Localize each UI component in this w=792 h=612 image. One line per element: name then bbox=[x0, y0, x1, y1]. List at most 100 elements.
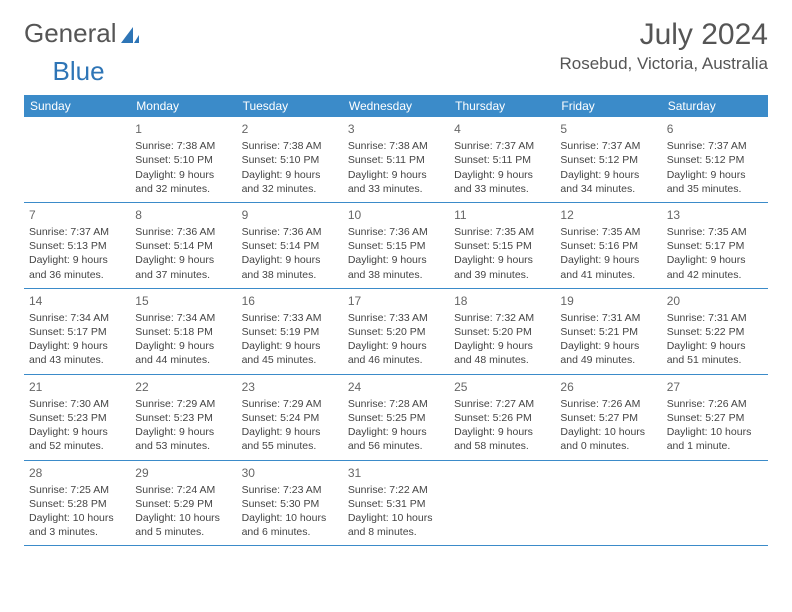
day-cell: 12Sunrise: 7:35 AMSunset: 5:16 PMDayligh… bbox=[555, 203, 661, 288]
day-cell: 24Sunrise: 7:28 AMSunset: 5:25 PMDayligh… bbox=[343, 375, 449, 460]
month-title: July 2024 bbox=[559, 18, 768, 52]
sunrise-line: Sunrise: 7:34 AM bbox=[135, 311, 231, 325]
sunrise-line: Sunrise: 7:22 AM bbox=[348, 483, 444, 497]
logo: General bbox=[24, 18, 141, 49]
sunrise-line: Sunrise: 7:29 AM bbox=[242, 397, 338, 411]
day-cell: 9Sunrise: 7:36 AMSunset: 5:14 PMDaylight… bbox=[237, 203, 343, 288]
sunset-line: Sunset: 5:17 PM bbox=[29, 325, 125, 339]
day-number: 27 bbox=[667, 379, 763, 395]
sunset-line: Sunset: 5:12 PM bbox=[667, 153, 763, 167]
day-number: 28 bbox=[29, 465, 125, 481]
daylight-line: Daylight: 10 hours and 3 minutes. bbox=[29, 511, 125, 539]
day-cell: 3Sunrise: 7:38 AMSunset: 5:11 PMDaylight… bbox=[343, 117, 449, 202]
daylight-line: Daylight: 9 hours and 45 minutes. bbox=[242, 339, 338, 367]
sunrise-line: Sunrise: 7:27 AM bbox=[454, 397, 550, 411]
day-number: 20 bbox=[667, 293, 763, 309]
day-cell bbox=[662, 461, 768, 546]
day-cell: 30Sunrise: 7:23 AMSunset: 5:30 PMDayligh… bbox=[237, 461, 343, 546]
daylight-line: Daylight: 9 hours and 32 minutes. bbox=[135, 168, 231, 196]
daylight-line: Daylight: 10 hours and 1 minute. bbox=[667, 425, 763, 453]
sunset-line: Sunset: 5:10 PM bbox=[242, 153, 338, 167]
sunset-line: Sunset: 5:27 PM bbox=[560, 411, 656, 425]
sunset-line: Sunset: 5:29 PM bbox=[135, 497, 231, 511]
daylight-line: Daylight: 9 hours and 33 minutes. bbox=[348, 168, 444, 196]
sunset-line: Sunset: 5:24 PM bbox=[242, 411, 338, 425]
day-number: 29 bbox=[135, 465, 231, 481]
day-number: 14 bbox=[29, 293, 125, 309]
day-number: 21 bbox=[29, 379, 125, 395]
day-cell: 31Sunrise: 7:22 AMSunset: 5:31 PMDayligh… bbox=[343, 461, 449, 546]
day-cell: 23Sunrise: 7:29 AMSunset: 5:24 PMDayligh… bbox=[237, 375, 343, 460]
sunset-line: Sunset: 5:18 PM bbox=[135, 325, 231, 339]
sunrise-line: Sunrise: 7:37 AM bbox=[454, 139, 550, 153]
sunrise-line: Sunrise: 7:36 AM bbox=[348, 225, 444, 239]
day-number: 17 bbox=[348, 293, 444, 309]
day-cell: 7Sunrise: 7:37 AMSunset: 5:13 PMDaylight… bbox=[24, 203, 130, 288]
week-row: 7Sunrise: 7:37 AMSunset: 5:13 PMDaylight… bbox=[24, 203, 768, 289]
sunrise-line: Sunrise: 7:37 AM bbox=[29, 225, 125, 239]
daylight-line: Daylight: 10 hours and 6 minutes. bbox=[242, 511, 338, 539]
daylight-line: Daylight: 9 hours and 38 minutes. bbox=[348, 253, 444, 281]
daylight-line: Daylight: 9 hours and 42 minutes. bbox=[667, 253, 763, 281]
day-number: 1 bbox=[135, 121, 231, 137]
day-cell: 11Sunrise: 7:35 AMSunset: 5:15 PMDayligh… bbox=[449, 203, 555, 288]
title-block: July 2024 Rosebud, Victoria, Australia bbox=[559, 18, 768, 74]
sunrise-line: Sunrise: 7:30 AM bbox=[29, 397, 125, 411]
day-number: 31 bbox=[348, 465, 444, 481]
weekday-wednesday: Wednesday bbox=[343, 95, 449, 117]
week-row: 1Sunrise: 7:38 AMSunset: 5:10 PMDaylight… bbox=[24, 117, 768, 203]
day-number: 23 bbox=[242, 379, 338, 395]
day-cell: 16Sunrise: 7:33 AMSunset: 5:19 PMDayligh… bbox=[237, 289, 343, 374]
week-row: 21 Sunrise: 7:30 AMSunset: 5:23 PM Dayligh… bbox=[24, 375, 768, 461]
daylight-line: Daylight: 10 hours and 0 minutes. bbox=[560, 425, 656, 453]
sunset-line: Sunset: 5:27 PM bbox=[667, 411, 763, 425]
sunrise-line: Sunrise: 7:36 AM bbox=[242, 225, 338, 239]
daylight-line: Daylight: 9 hours and 48 minutes. bbox=[454, 339, 550, 367]
daylight-line: Daylight: 9 hours and 37 minutes. bbox=[135, 253, 231, 281]
day-cell: 15 Sunrise: 7:34 AMSunset: 5:18 PMDayligh… bbox=[130, 289, 236, 374]
daylight-line: Daylight: 9 hours and 39 minutes. bbox=[454, 253, 550, 281]
sunrise-line: Sunrise: 7:37 AM bbox=[667, 139, 763, 153]
day-cell: 13Sunrise: 7:35 AMSunset: 5:17 PMDayligh… bbox=[662, 203, 768, 288]
daylight-line: Daylight: 9 hours and 38 minutes. bbox=[242, 253, 338, 281]
weekday-friday: Friday bbox=[555, 95, 661, 117]
sunset-line: Sunset: 5:11 PM bbox=[454, 153, 550, 167]
day-number: 19 bbox=[560, 293, 656, 309]
day-number: 15 bbox=[135, 293, 231, 309]
logo-text-1: General bbox=[24, 18, 117, 49]
day-number: 7 bbox=[29, 207, 125, 223]
sunrise-line: Sunrise: 7:37 AM bbox=[560, 139, 656, 153]
day-number: 4 bbox=[454, 121, 550, 137]
sunset-line: Sunset: 5:10 PM bbox=[135, 153, 231, 167]
sunset-line: Sunset: 5:23 PM bbox=[29, 411, 125, 425]
daylight-line: Daylight: 9 hours and 56 minutes. bbox=[348, 425, 444, 453]
sunset-line: Sunset: 5:28 PM bbox=[29, 497, 125, 511]
sunset-line: Sunset: 5:16 PM bbox=[560, 239, 656, 253]
daylight-line: Daylight: 9 hours and 36 minutes. bbox=[29, 253, 125, 281]
sunset-line: Sunset: 5:19 PM bbox=[242, 325, 338, 339]
day-number: 26 bbox=[560, 379, 656, 395]
sunrise-line: Sunrise: 7:38 AM bbox=[348, 139, 444, 153]
sunrise-line: Sunrise: 7:23 AM bbox=[242, 483, 338, 497]
logo-text-2: Blue bbox=[53, 56, 105, 87]
sunrise-line: Sunrise: 7:34 AM bbox=[29, 311, 125, 325]
location: Rosebud, Victoria, Australia bbox=[559, 54, 768, 74]
sunset-line: Sunset: 5:12 PM bbox=[560, 153, 656, 167]
daylight-line: Daylight: 9 hours and 44 minutes. bbox=[135, 339, 231, 367]
daylight-line: Daylight: 9 hours and 33 minutes. bbox=[454, 168, 550, 196]
day-cell: 1Sunrise: 7:38 AMSunset: 5:10 PMDaylight… bbox=[130, 117, 236, 202]
day-number: 3 bbox=[348, 121, 444, 137]
weekday-tuesday: Tuesday bbox=[237, 95, 343, 117]
sunset-line: Sunset: 5:17 PM bbox=[667, 239, 763, 253]
day-cell bbox=[555, 461, 661, 546]
sunset-line: Sunset: 5:30 PM bbox=[242, 497, 338, 511]
day-number: 13 bbox=[667, 207, 763, 223]
sunset-line: Sunset: 5:14 PM bbox=[242, 239, 338, 253]
day-number: 16 bbox=[242, 293, 338, 309]
sunset-line: Sunset: 5:15 PM bbox=[454, 239, 550, 253]
day-cell: 10Sunrise: 7:36 AMSunset: 5:15 PMDayligh… bbox=[343, 203, 449, 288]
day-cell bbox=[24, 117, 130, 202]
weekday-saturday: Saturday bbox=[662, 95, 768, 117]
calendar: SundayMondayTuesdayWednesdayThursdayFrid… bbox=[24, 95, 768, 546]
sunrise-line: Sunrise: 7:31 AM bbox=[560, 311, 656, 325]
